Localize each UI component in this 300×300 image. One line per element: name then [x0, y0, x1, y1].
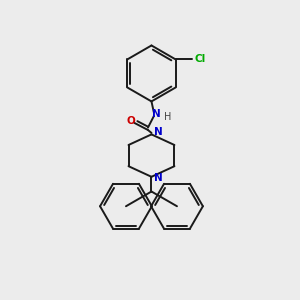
Text: N: N — [154, 127, 162, 137]
Text: O: O — [127, 116, 136, 126]
Text: Cl: Cl — [194, 55, 206, 64]
Text: N: N — [154, 173, 162, 183]
Text: H: H — [164, 112, 172, 122]
Text: N: N — [152, 109, 161, 119]
